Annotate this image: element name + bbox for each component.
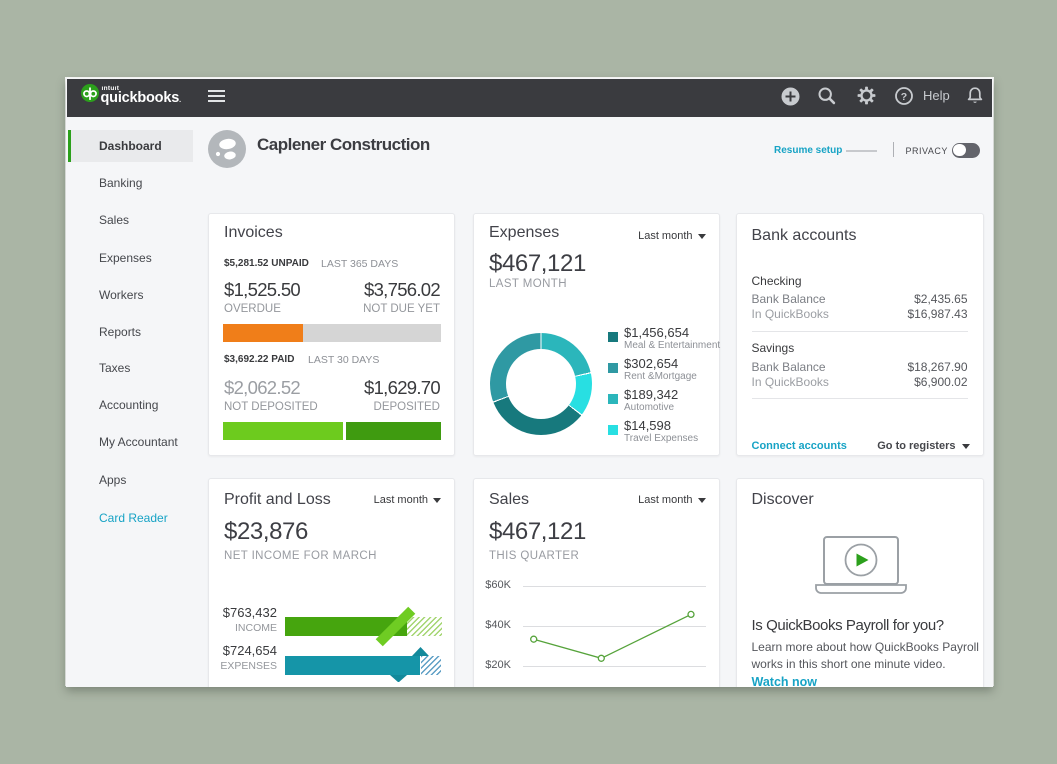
svg-text:?: ? [901,91,907,103]
